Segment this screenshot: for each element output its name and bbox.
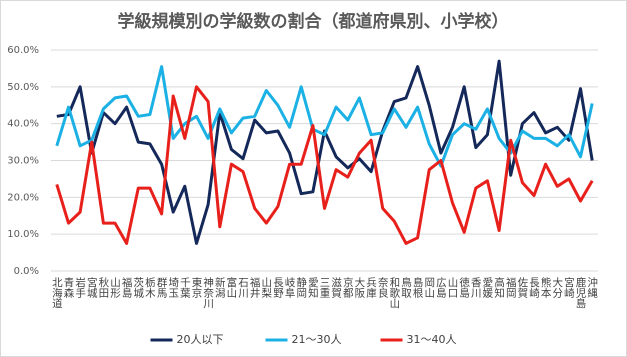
y-tick-label: 40.0% [7, 119, 39, 130]
chart-title: 学級規模別の学級数の割合（都道府県別、小学校） [118, 11, 509, 32]
x-tick-label: 宮崎 [563, 276, 575, 298]
x-tick-label: 茨城 [132, 276, 144, 299]
x-tick-label: 東京 [190, 276, 202, 299]
x-tick-label: 秋田 [97, 276, 109, 298]
x-tick-label: 長崎 [528, 277, 540, 298]
x-tick-label: 徳島 [458, 276, 470, 299]
x-tick-label: 福井 [249, 276, 261, 299]
x-tick-label: 岩手 [74, 276, 86, 299]
x-tick-label: 埼玉 [167, 276, 179, 298]
x-tick-label: 鹿児島 [575, 276, 587, 309]
x-tick-label: 和歌山 [388, 277, 400, 309]
x-tick-label: 香川 [470, 277, 482, 298]
x-tick-label: 沖縄 [586, 276, 598, 298]
y-tick-label: 60.0% [7, 45, 39, 56]
x-tick-label: 高知 [493, 276, 505, 298]
x-tick-label: 北海道 [51, 277, 63, 309]
y-tick-label: 0.0% [14, 266, 39, 277]
y-tick-label: 30.0% [7, 156, 39, 167]
x-tick-label: 熊本 [540, 276, 552, 299]
x-tick-label: 大分 [551, 276, 563, 299]
x-tick-label: 鳥取 [400, 276, 412, 299]
x-tick-label: 静岡 [295, 276, 307, 299]
x-tick-label: 京都 [342, 276, 354, 299]
x-tick-label: 富山 [225, 276, 237, 298]
x-tick-label: 愛媛 [481, 276, 493, 299]
legend-label: 31～40人 [407, 333, 457, 346]
x-tick-label: 宮城 [86, 276, 98, 299]
x-tick-label: 福岡 [505, 276, 517, 299]
y-tick-label: 50.0% [7, 82, 39, 93]
x-tick-label: 兵庫 [365, 276, 377, 299]
x-tick-label: 栃木 [144, 276, 156, 299]
x-tick-label: 新潟 [214, 276, 226, 299]
x-tick-label: 佐賀 [516, 276, 528, 299]
legend-label: 21～30人 [292, 333, 342, 346]
x-tick-label: 愛知 [307, 276, 319, 298]
y-tick-label: 20.0% [7, 192, 39, 203]
x-tick-label: 大阪 [353, 276, 365, 299]
x-tick-label: 広島 [435, 276, 447, 299]
x-tick-label: 群馬 [156, 276, 168, 299]
series-line [55, 85, 594, 245]
x-tick-label: 神奈川 [202, 276, 214, 308]
x-tick-label: 島根 [412, 276, 424, 299]
x-tick-label: 滋賀 [330, 276, 342, 299]
x-tick-label: 青森 [62, 276, 74, 299]
x-tick-label: 三重 [319, 277, 331, 298]
x-tick-label: 岡山 [423, 277, 435, 298]
x-tick-label: 山形 [109, 277, 121, 299]
x-tick-label: 奈良 [377, 276, 389, 299]
x-tick-label: 山梨 [260, 277, 272, 299]
x-tick-label: 千葉 [179, 277, 191, 299]
legend-label: 20人以下 [177, 333, 224, 346]
y-tick-label: 10.0% [7, 229, 39, 240]
x-tick-label: 石川 [237, 277, 249, 298]
x-tick-label: 岐阜 [284, 276, 296, 299]
x-tick-label: 長野 [272, 277, 284, 298]
x-tick-label: 山口 [447, 277, 459, 298]
series-line [55, 65, 594, 168]
x-tick-label: 福島 [121, 276, 133, 299]
